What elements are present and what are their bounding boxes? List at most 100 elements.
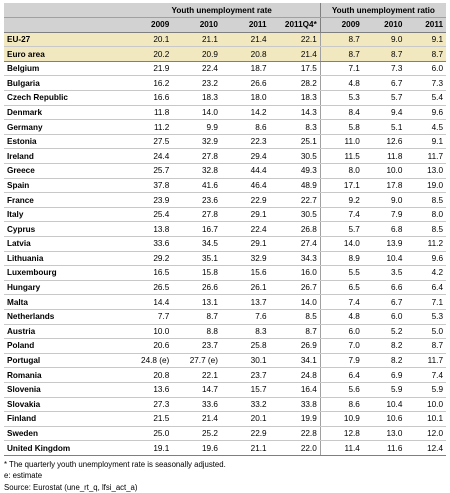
ratio-cell: 13.0 — [405, 163, 446, 179]
rate-cell: 13.8 — [123, 221, 173, 237]
ratio-cell: 7.0 — [319, 338, 363, 354]
ratio-cell: 5.3 — [319, 90, 363, 106]
rate-cell: 30.1 — [220, 353, 270, 369]
rate-cell: 17.5 — [269, 61, 321, 77]
ratio-cell: 9.0 — [362, 32, 406, 48]
rate-cell: 8.7 — [269, 324, 321, 340]
ratio-cell: 8.7 — [405, 338, 446, 354]
table-row: Romania 20.8 22.1 23.7 24.8 6.4 6.9 7.4 — [4, 367, 446, 383]
rate-cell: 21.9 — [123, 61, 173, 77]
rate-cell: 16.4 — [269, 382, 321, 398]
ratio-cell: 7.9 — [362, 207, 406, 223]
table-row: France 23.9 23.6 22.9 22.7 9.2 9.0 8.5 — [4, 192, 446, 208]
country-cell: Austria — [4, 324, 124, 340]
ratio-cell: 5.2 — [362, 324, 406, 340]
table-row: Ireland 24.4 27.8 29.4 30.5 11.5 11.8 11.7 — [4, 148, 446, 165]
ratio-cell: 8.7 — [362, 46, 406, 62]
rate-cell: 32.8 — [172, 163, 221, 179]
rate-cell: 27.8 — [172, 148, 221, 165]
rate-cell: 25.1 — [269, 134, 321, 150]
country-cell: Germany — [4, 119, 124, 135]
rate-cell: 30.5 — [269, 148, 321, 165]
table-row: Greece 25.7 32.8 44.4 49.3 8.0 10.0 13.0 — [4, 163, 446, 179]
ratio-cell: 10.4 — [362, 251, 406, 267]
ratio-cell: 13.0 — [362, 426, 406, 442]
rate-cell: 10.0 — [123, 324, 173, 340]
rate-cell: 27.3 — [123, 397, 173, 413]
ratio-cell: 7.4 — [405, 367, 446, 383]
ratio-cell: 4.8 — [319, 75, 363, 92]
rate-cell: 22.1 — [172, 367, 221, 383]
ratio-cell: 6.6 — [362, 280, 406, 296]
ratio-cell: 9.2 — [319, 192, 363, 208]
rate-cell: 13.6 — [123, 382, 173, 398]
rate-cell: 11.8 — [123, 105, 173, 121]
ratio-cell: 5.9 — [362, 382, 406, 398]
header-group-rate: Youth unemployment rate — [123, 3, 321, 19]
ratio-cell: 6.0 — [405, 61, 446, 77]
ratio-cell: 6.9 — [362, 367, 406, 383]
table-row: Sweden 25.0 25.2 22.9 22.8 12.8 13.0 12.0 — [4, 426, 446, 442]
country-cell: Romania — [4, 367, 124, 383]
ratio-cell: 11.0 — [319, 134, 363, 150]
ratio-cell: 8.9 — [319, 251, 363, 267]
ratio-cell: 8.5 — [405, 192, 446, 208]
rate-cell: 22.9 — [220, 426, 270, 442]
rate-cell: 26.1 — [220, 280, 270, 296]
rate-cell: 8.7 — [172, 309, 221, 325]
rate-cell: 23.2 — [172, 75, 221, 92]
ratio-cell: 12.0 — [405, 426, 446, 442]
country-cell: Hungary — [4, 280, 124, 296]
rate-cell: 16.6 — [123, 90, 173, 106]
country-cell: Finland — [4, 411, 124, 427]
country-cell: EU-27 — [4, 32, 124, 48]
rate-cell: 7.7 — [123, 309, 173, 325]
rate-cell: 44.4 — [220, 163, 270, 179]
table-row: Malta 14.4 13.1 13.7 14.0 7.4 6.7 7.1 — [4, 294, 446, 310]
rate-cell: 19.6 — [172, 440, 221, 456]
rate-cell: 25.0 — [123, 426, 173, 442]
country-cell: Bulgaria — [4, 75, 124, 92]
country-cell: Portugal — [4, 353, 124, 369]
rate-cell: 18.3 — [172, 90, 221, 106]
ratio-cell: 11.7 — [405, 353, 446, 369]
ratio-cell: 6.5 — [319, 280, 363, 296]
ratio-cell: 7.4 — [319, 207, 363, 223]
country-cell: Malta — [4, 294, 124, 310]
rate-cell: 27.8 — [172, 207, 221, 223]
table-row: Denmark 11.8 14.0 14.2 14.3 8.4 9.4 9.6 — [4, 105, 446, 121]
rate-cell: 29.2 — [123, 251, 173, 267]
rate-cell: 21.4 — [172, 411, 221, 427]
ratio-cell: 8.0 — [405, 207, 446, 223]
rate-cell: 34.1 — [269, 353, 321, 369]
ratio-cell: 5.5 — [319, 265, 363, 281]
country-cell: France — [4, 192, 124, 208]
rate-cell: 14.2 — [220, 105, 270, 121]
header-year-rate: 2009 — [123, 17, 173, 33]
rate-cell: 15.8 — [172, 265, 221, 281]
table-row: Lithuania 29.2 35.1 32.9 34.3 8.9 10.4 9.6 — [4, 251, 446, 267]
ratio-cell: 8.7 — [319, 46, 363, 62]
header-year-rate: 2011Q4* — [269, 17, 321, 33]
country-cell: Poland — [4, 338, 124, 354]
ratio-cell: 11.4 — [319, 440, 363, 456]
rate-cell: 8.3 — [220, 324, 270, 340]
country-cell: Italy — [4, 207, 124, 223]
rate-cell: 48.9 — [269, 178, 321, 194]
rate-cell: 34.5 — [172, 236, 221, 252]
ratio-cell: 10.1 — [405, 411, 446, 427]
ratio-cell: 9.6 — [405, 251, 446, 267]
rate-cell: 29.1 — [220, 236, 270, 252]
rate-cell: 8.6 — [220, 119, 270, 135]
rate-cell: 14.0 — [172, 105, 221, 121]
rate-cell: 20.8 — [123, 367, 173, 383]
rate-cell: 25.4 — [123, 207, 173, 223]
rate-cell: 14.3 — [269, 105, 321, 121]
ratio-cell: 6.0 — [362, 309, 406, 325]
rate-cell: 26.6 — [172, 280, 221, 296]
rate-cell: 26.6 — [220, 75, 270, 92]
ratio-cell: 11.7 — [405, 148, 446, 165]
table-row: Cyprus 13.8 16.7 22.4 26.8 5.7 6.8 8.5 — [4, 221, 446, 237]
ratio-cell: 4.8 — [319, 309, 363, 325]
rate-cell: 14.4 — [123, 294, 173, 310]
